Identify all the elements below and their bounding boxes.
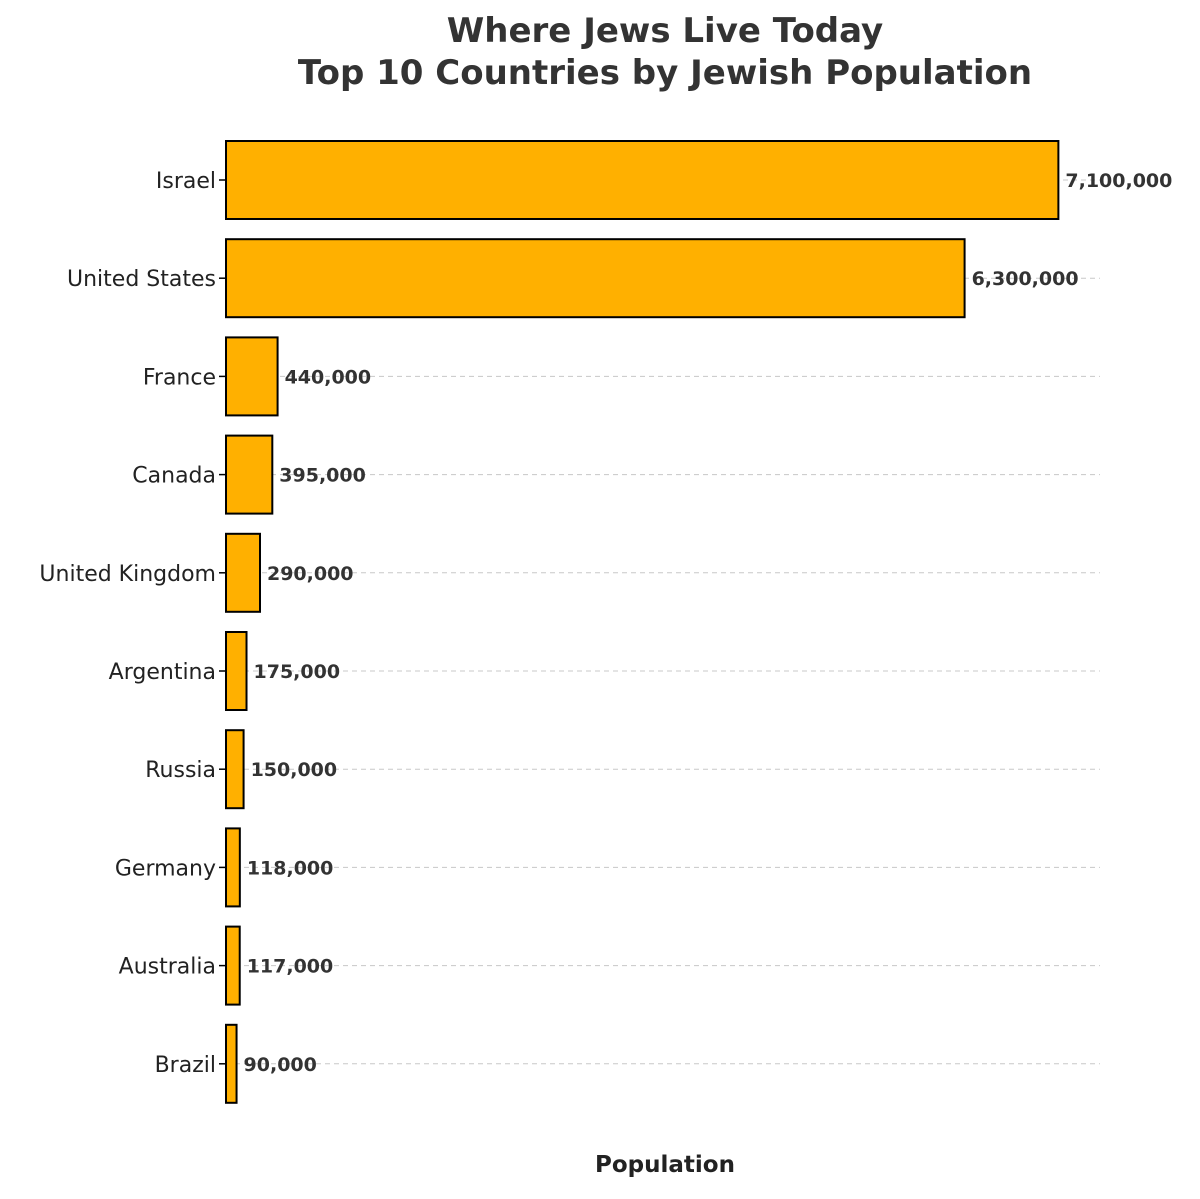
y-tick-label-france: France <box>143 365 216 390</box>
bar-russia <box>225 729 245 810</box>
bar-united-kingdom <box>225 532 261 613</box>
y-tick-label-argentina: Argentina <box>109 660 216 685</box>
value-label-australia: 117,000 <box>247 956 334 978</box>
chart-title: Where Jews Live Today Top 10 Countries b… <box>0 10 1200 94</box>
value-label-israel: 7,100,000 <box>1065 170 1172 192</box>
y-tick-label-israel: Israel <box>156 169 216 194</box>
y-axis-ticks: Israel United States France Canada United Ki… <box>39 169 226 1078</box>
value-label-united-kingdom: 290,000 <box>267 563 354 585</box>
y-tick-label-united-kingdom: United Kingdom <box>39 562 216 587</box>
bar-australia <box>225 925 241 1006</box>
y-tick-label-germany: Germany <box>115 856 216 881</box>
bar-canada <box>225 434 274 515</box>
value-label-france: 440,000 <box>285 366 372 388</box>
value-label-canada: 395,000 <box>279 465 366 487</box>
y-tick-label-australia: Australia <box>119 955 216 980</box>
y-tick-label-brazil: Brazil <box>155 1053 216 1078</box>
chart-title-line-1: Where Jews Live Today <box>446 11 884 51</box>
bar-germany <box>225 827 241 908</box>
y-tick-label-united-states: United States <box>67 267 216 292</box>
value-labels: 7,100,000 6,300,000 440,000 395,000 290,000 1… <box>244 170 1173 1076</box>
bars <box>225 140 1060 1104</box>
value-label-russia: 150,000 <box>251 759 338 781</box>
bar-argentina <box>225 631 248 711</box>
x-axis-label: Population <box>595 1152 735 1178</box>
value-label-united-states: 6,300,000 <box>972 268 1079 290</box>
bar-united-states <box>225 238 966 319</box>
bar-israel <box>225 140 1060 220</box>
value-label-argentina: 175,000 <box>254 661 341 683</box>
value-label-brazil: 90,000 <box>244 1054 317 1076</box>
bar-brazil <box>225 1023 238 1104</box>
value-label-germany: 118,000 <box>247 857 334 879</box>
y-tick-label-canada: Canada <box>132 464 216 489</box>
y-tick-label-russia: Russia <box>145 758 216 783</box>
bar-france <box>225 336 279 417</box>
chart-title-line-2: Top 10 Countries by Jewish Population <box>297 53 1033 93</box>
